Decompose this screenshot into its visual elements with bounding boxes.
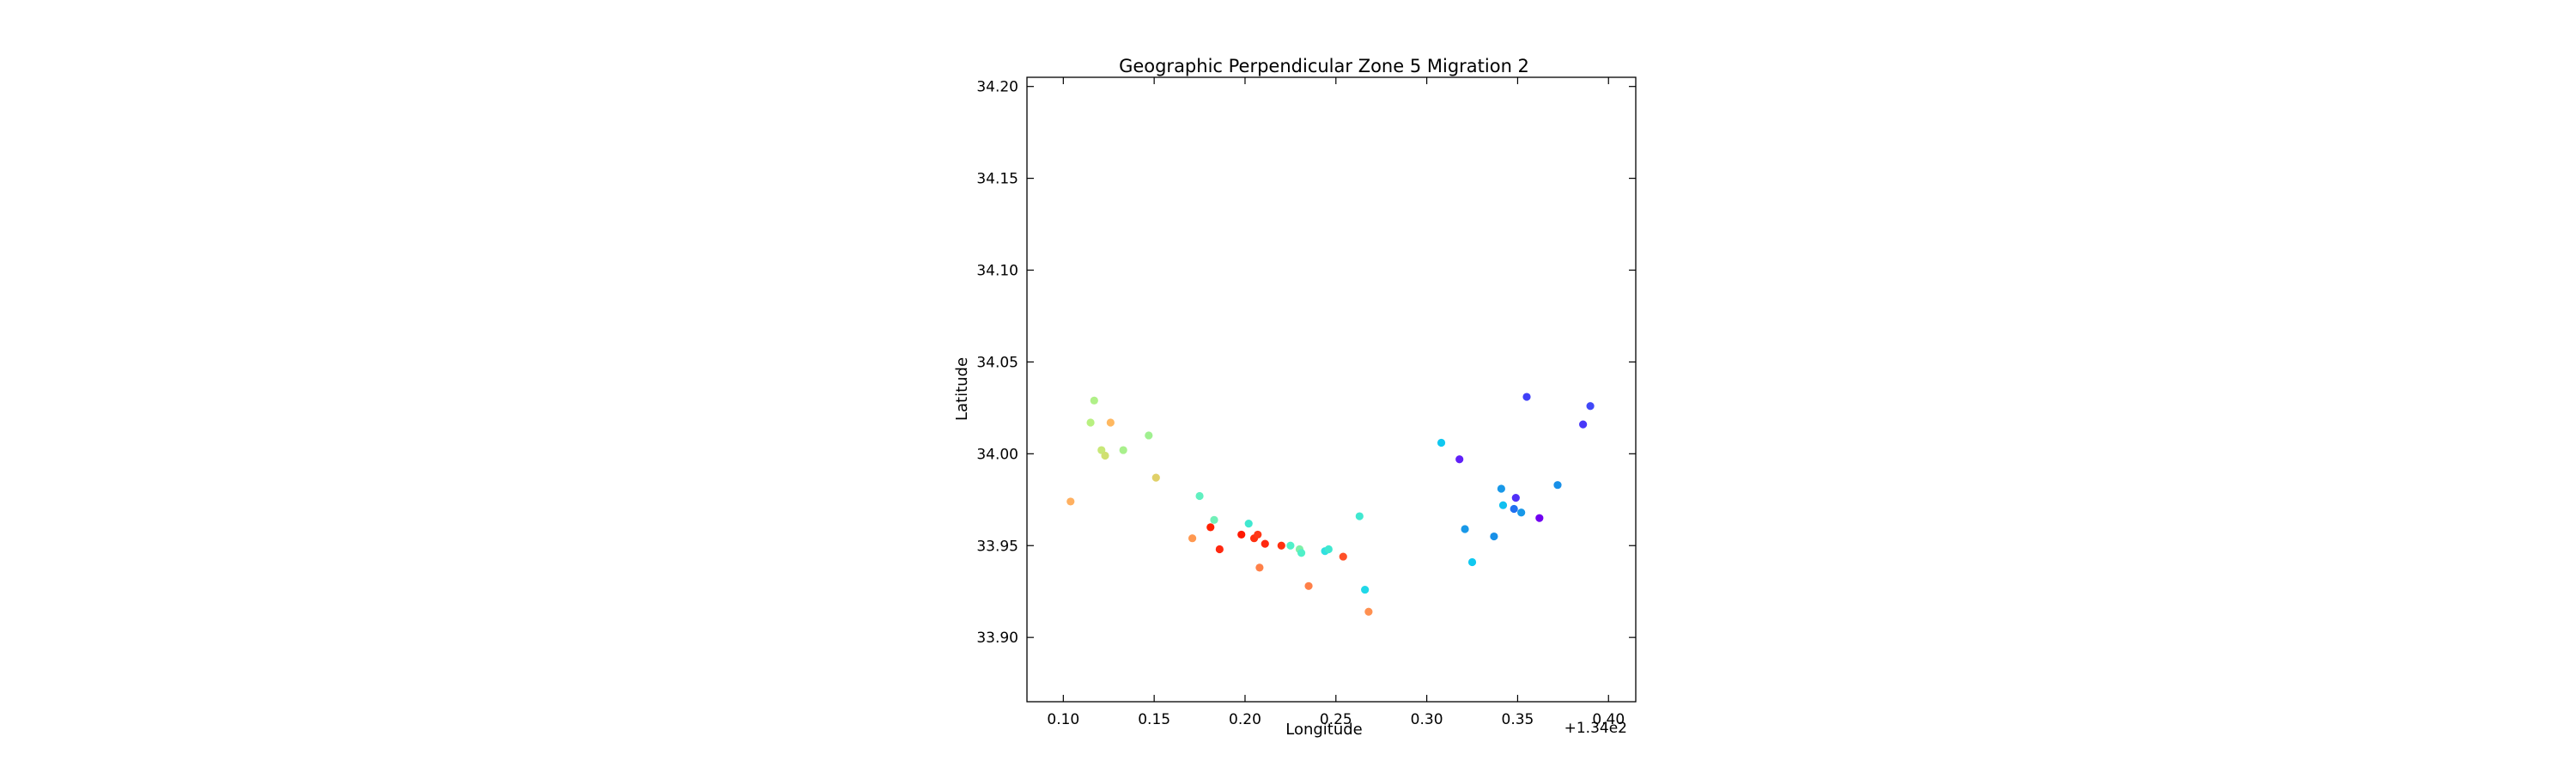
scatter-point [1261,539,1269,548]
scatter-point [1467,557,1477,567]
plot-area [1066,393,1595,616]
scatter-point [1206,523,1215,532]
scatter-point [1151,473,1160,482]
scatter-point [1553,481,1562,490]
plot-frame [1026,76,1637,703]
scatter-point [1364,607,1373,616]
scatter-point [1215,545,1224,554]
scatter-point [1145,431,1153,440]
scatter-point [1517,508,1526,517]
x-tick-label: 0.15 [1138,711,1170,728]
scatter-point [1455,455,1464,464]
scatter-point [1586,402,1595,411]
x-tick-label: 0.40 [1592,711,1625,728]
scatter-point [1355,512,1364,520]
x-tick-label: 0.35 [1502,711,1534,728]
scatter-point [1066,497,1075,506]
y-tick-label: 34.05 [976,354,1018,371]
scatter-point [1324,545,1333,554]
scatter-point [1437,438,1446,447]
scatter-point [1522,393,1531,401]
scatter-point [1490,532,1498,541]
scatter-point [1106,418,1115,427]
x-tick-label: 0.30 [1411,711,1443,728]
scatter-point [1286,541,1295,550]
scatter-point [1210,515,1218,524]
x-tick-label: 0.10 [1047,711,1079,728]
scatter-point [1511,494,1520,502]
scatter-point [1255,563,1264,572]
scatter-point [1579,420,1588,429]
scatter-point [1101,451,1109,460]
scatter-point [1119,446,1127,454]
scatter-point [1297,549,1306,557]
scatter-point [1086,418,1095,427]
scatter-point [1510,504,1518,514]
y-tick-label: 34.00 [976,446,1018,463]
axes: 0.10 0.15 0.20 0.25 0.30 0.35 0.40 33.90 33.95 34… [976,76,1637,728]
scatter-point [1339,552,1347,561]
x-tick-label: 0.20 [1229,711,1261,728]
x-axis-label: Longitude [1285,721,1363,739]
scatter-point [1461,525,1469,533]
scatter-point [1090,396,1098,405]
scatter-point [1277,541,1285,550]
scatter-point [1361,585,1370,594]
scatter-point [1497,484,1505,493]
y-tick-label: 33.90 [976,630,1018,647]
y-tick-label: 34.10 [976,263,1018,280]
y-tick-label: 34.20 [976,79,1018,96]
scatter-point [1195,491,1204,501]
scatter-point [1498,501,1508,509]
x-axis-offset-label: +1.34e2 [1564,720,1627,737]
y-tick-label: 33.95 [976,538,1018,555]
y-axis-label: Latitude [953,357,971,421]
scatter-point [1254,530,1262,539]
y-tick-label: 34.15 [976,171,1018,188]
chart-title: Geographic Perpendicular Zone 5 Migratio… [1119,56,1529,76]
x-tick-label: 0.25 [1320,711,1352,728]
scatter-point [1237,530,1246,539]
scatter-point [1244,519,1253,528]
scatter-point [1535,514,1544,522]
scatter-point [1304,581,1313,590]
scatter-point [1188,534,1197,543]
